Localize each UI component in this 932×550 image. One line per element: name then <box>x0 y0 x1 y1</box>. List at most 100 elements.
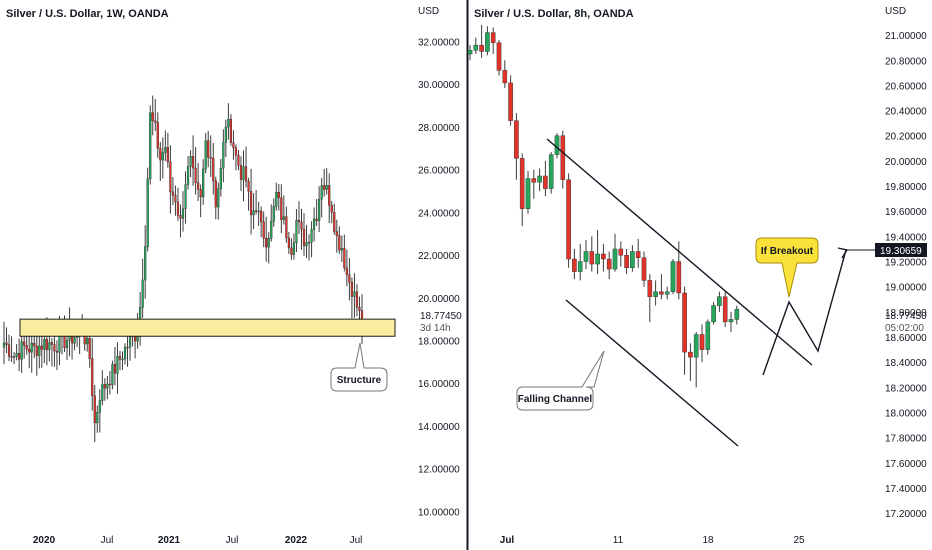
weekly-candle <box>252 193 255 230</box>
weekly-candle-body <box>257 210 260 213</box>
channel-upper-line[interactable] <box>546 138 813 366</box>
weekly-candle-body <box>328 185 331 206</box>
weekly-candle-body <box>209 157 212 159</box>
weekly-candle-body <box>282 216 285 220</box>
structure-callout[interactable]: Structure <box>330 342 388 392</box>
weekly-candle <box>146 167 149 252</box>
weekly-candle <box>300 208 303 250</box>
weekly-candle <box>277 183 280 211</box>
weekly-candle-body <box>330 205 333 213</box>
weekly-candle-body <box>237 154 240 166</box>
left-time-tick: 2020 <box>33 535 56 546</box>
hourly-candle <box>548 152 554 194</box>
hourly-candle-body <box>566 179 571 260</box>
left-price-tick: 18.00000 <box>418 337 460 348</box>
weekly-candle-body <box>128 336 132 348</box>
weekly-candle-body <box>343 248 346 269</box>
breakout-path[interactable] <box>762 247 876 376</box>
falling-channel-callout[interactable]: Falling Channel <box>516 350 605 411</box>
hourly-candle-body <box>722 296 728 323</box>
weekly-candle-body <box>103 384 106 389</box>
weekly-candle-body <box>151 112 154 122</box>
weekly-candle-body <box>217 188 220 208</box>
hourly-candle <box>589 236 595 272</box>
hourly-candle <box>572 248 577 280</box>
right-highlight-price-bg <box>875 243 927 257</box>
weekly-candle <box>123 343 127 365</box>
weekly-candle <box>7 334 11 362</box>
weekly-candle <box>189 150 192 178</box>
left-price-axis[interactable]: USD 32.00000 30.00000 28.00000 26.00000 24.0… <box>418 6 460 518</box>
hourly-candle <box>717 291 722 312</box>
weekly-candle-body <box>108 383 111 386</box>
weekly-candle-body <box>325 185 328 190</box>
hourly-candle-body <box>502 70 508 84</box>
weekly-candle <box>20 331 23 373</box>
8h-chart-panel[interactable]: Silver / U.S. Dollar, 8h, OANDA Falling … <box>467 6 927 546</box>
weekly-candle <box>156 112 159 158</box>
hourly-candle-body <box>490 32 496 43</box>
hourly-candle-body <box>734 309 740 320</box>
right-time-axis[interactable]: Jul 11 18 25 <box>500 535 805 546</box>
weekly-candle-body <box>277 191 280 198</box>
breakout-projection-line[interactable] <box>762 249 847 376</box>
weekly-candle <box>55 340 59 371</box>
structure-zone[interactable] <box>19 318 396 337</box>
weekly-candle-body <box>126 346 129 349</box>
weekly-candle <box>191 135 195 186</box>
right-price-tick: 19.00000 <box>885 283 927 294</box>
hourly-candle <box>693 331 699 388</box>
hourly-candle <box>711 301 716 325</box>
weekly-candle <box>323 168 326 197</box>
breakout-callout[interactable]: If Breakout <box>755 237 819 298</box>
weekly-candle-body <box>144 246 147 281</box>
weekly-candle <box>108 370 111 395</box>
weekly-candle-body <box>234 147 238 156</box>
left-price-tick: 14.00000 <box>418 422 460 433</box>
weekly-candle-body <box>312 218 316 230</box>
hourly-candle-body <box>548 154 554 189</box>
right-price-tick: 17.20000 <box>885 509 927 520</box>
right-price-axis[interactable]: USD 21.00000 20.80000 20.60000 20.40000 20.2… <box>885 6 927 520</box>
weekly-candle-body <box>260 210 263 222</box>
weekly-chart-panel[interactable]: Silver / U.S. Dollar, 1W, OANDA Structur… <box>2 6 462 546</box>
weekly-candle <box>222 129 225 183</box>
right-highlight-price-label: 19.30659 <box>875 243 927 257</box>
left-time-axis[interactable]: 2020 Jul 2021 Jul 2022 Jul <box>33 535 363 546</box>
hourly-candle-body <box>728 319 734 323</box>
weekly-candle <box>15 344 18 361</box>
weekly-candle <box>197 162 200 202</box>
hourly-candle <box>734 305 740 325</box>
weekly-candle-body <box>18 353 21 360</box>
left-last-price-label: 18.77450 3d 14h <box>420 311 462 334</box>
weekly-candle <box>118 350 122 371</box>
hourly-candle-body <box>572 258 577 272</box>
weekly-candle-body <box>295 219 298 244</box>
weekly-candle <box>237 149 240 171</box>
weekly-candle-body <box>292 242 296 255</box>
hourly-candle <box>485 26 490 56</box>
weekly-candle-body <box>340 248 343 251</box>
weekly-candle <box>350 277 354 319</box>
channel-lower-line[interactable] <box>565 299 739 447</box>
weekly-candle-body <box>20 341 23 360</box>
weekly-candle <box>348 258 351 301</box>
left-axis-currency: USD <box>418 6 439 17</box>
weekly-candle <box>214 176 217 220</box>
weekly-candle <box>285 206 288 243</box>
hourly-candle <box>467 45 473 61</box>
weekly-candle-body <box>88 338 91 359</box>
weekly-candle <box>292 233 296 260</box>
weekly-candle <box>176 187 180 221</box>
weekly-candle-body <box>38 345 41 356</box>
structure-zone-rect[interactable] <box>19 318 396 337</box>
weekly-candle <box>330 200 333 224</box>
weekly-candle-body <box>320 185 323 200</box>
hourly-candle <box>577 243 583 281</box>
hourly-candle-body <box>601 253 606 260</box>
weekly-candle <box>5 327 8 354</box>
left-time-tick: Jul <box>350 535 363 546</box>
hourly-candle <box>699 324 705 363</box>
weekly-candle <box>270 204 273 242</box>
falling-channel[interactable] <box>546 138 813 447</box>
